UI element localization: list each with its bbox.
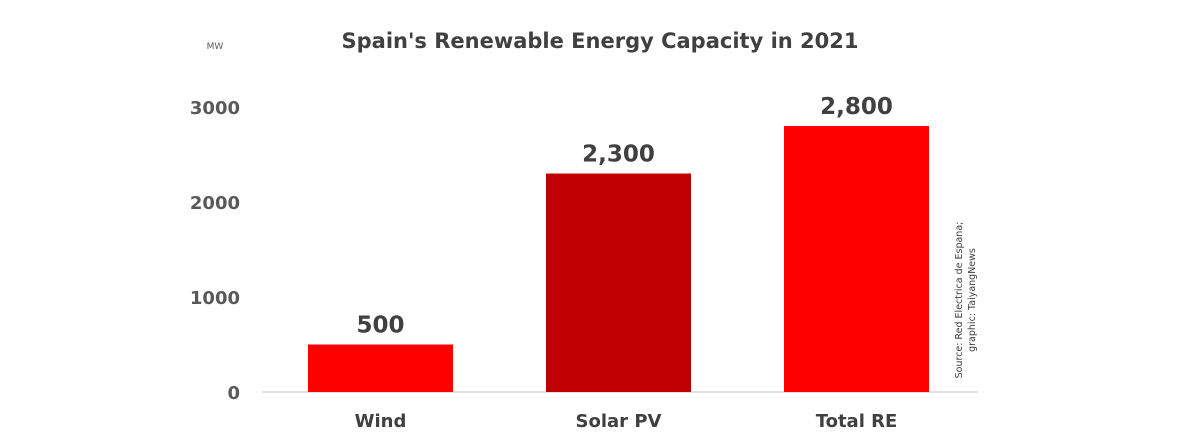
chart-title: Spain's Renewable Energy Capacity in 202… (342, 29, 859, 53)
credit-note: graphic: TaiyangNews (967, 248, 978, 352)
y-tick-label: 3000 (190, 98, 240, 119)
y-axis-unit-label: MW (207, 42, 224, 52)
bar-wind (308, 344, 453, 392)
data-label: 2,300 (582, 142, 655, 168)
bar-total-re (784, 126, 929, 392)
y-tick-label: 2000 (190, 193, 240, 214)
y-tick-label: 1000 (190, 288, 240, 309)
y-tick-label: 0 (227, 383, 240, 404)
data-label: 2,800 (820, 94, 893, 120)
x-tick-label: Total RE (816, 411, 898, 432)
x-tick-label: Wind (355, 411, 407, 432)
x-tick-label: Solar PV (576, 411, 662, 432)
data-label: 500 (356, 313, 404, 339)
source-note: Source: Red Electrica de Espana; (954, 222, 965, 379)
bar-solar-pv (546, 173, 691, 392)
